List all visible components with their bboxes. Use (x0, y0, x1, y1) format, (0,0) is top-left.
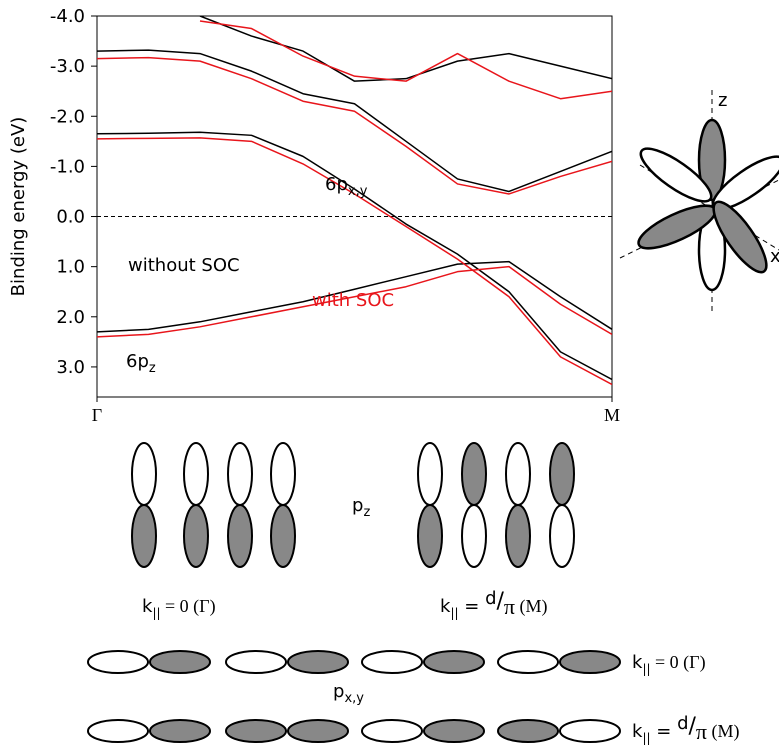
y-tick-label: 2.0 (56, 307, 85, 328)
k-den: π (696, 719, 707, 744)
k-rest: = 0 (Γ) (161, 596, 216, 617)
y-tick-label: -4.0 (50, 6, 85, 27)
k-num: d (485, 588, 496, 609)
x-tick-label: M (604, 405, 620, 425)
k: k (632, 652, 643, 673)
k: k (440, 596, 451, 617)
axis-label: z (718, 90, 727, 111)
orbital-icon: z x (619, 90, 779, 312)
y-tick-label: -1.0 (50, 156, 85, 177)
k-rest: = 0 (Γ) (651, 652, 706, 673)
annotation: without SOC (128, 255, 240, 276)
annotation-sub: z (149, 361, 156, 376)
k-den: π (504, 594, 515, 619)
k-num: d (677, 713, 688, 734)
k-m-label: k|| = d/π (M) (440, 588, 548, 620)
annotation-text: with SOC (312, 290, 394, 311)
pxy-orbitals (87, 650, 621, 743)
band-line (97, 265, 612, 338)
y-tick-label: 0.0 (56, 207, 85, 228)
band-line (97, 137, 612, 386)
annotation-text: without SOC (128, 255, 240, 276)
k-rest: (M) (515, 596, 548, 617)
k-sub: || (642, 731, 650, 745)
annotation: with SOC (312, 290, 394, 311)
annotation-sub: x,y (348, 184, 368, 199)
plot-frame (96, 15, 613, 398)
k-gamma-label: k|| = 0 (Γ) (632, 652, 706, 676)
band-line (199, 16, 612, 82)
annotation: 6pz (126, 351, 156, 376)
band-line (199, 20, 612, 100)
k-slash: / (497, 589, 505, 614)
pz-orbitals (131, 442, 575, 568)
k: k (142, 596, 153, 617)
x-tick-label: Γ (92, 405, 102, 425)
label-sub: z (363, 505, 370, 520)
pxy-label: px,y (333, 681, 364, 706)
k-gamma-label: k|| = 0 (Γ) (142, 596, 216, 620)
band-line (97, 260, 612, 333)
axis-label: x (770, 246, 779, 267)
k-m-label: k|| = d/π (M) (632, 713, 740, 745)
k-sub: || (152, 606, 160, 620)
annotation-text: 6p (325, 174, 348, 195)
y-tick-label: 3.0 (56, 357, 85, 378)
k-eq: = (459, 596, 486, 617)
pz-label: pz (352, 495, 370, 520)
band-line (97, 56, 612, 195)
y-tick-label: 1.0 (56, 257, 85, 278)
k-rest: (M) (707, 721, 740, 742)
y-tick-label: -3.0 (50, 56, 85, 77)
k-sub: || (450, 606, 458, 620)
label-text: p (333, 681, 344, 702)
k-sub: || (642, 662, 650, 676)
y-tick-label: -2.0 (50, 106, 85, 127)
band-line (97, 49, 612, 193)
annotation: 6px,y (325, 174, 368, 199)
y-axis-label: Binding energy (eV) (8, 117, 29, 297)
band-line (97, 131, 612, 381)
k-eq: = (651, 721, 678, 742)
label-text: p (352, 495, 363, 516)
k: k (632, 721, 643, 742)
k-slash: / (689, 714, 697, 739)
label-sub: x,y (344, 691, 364, 706)
annotation-text: 6p (126, 351, 149, 372)
